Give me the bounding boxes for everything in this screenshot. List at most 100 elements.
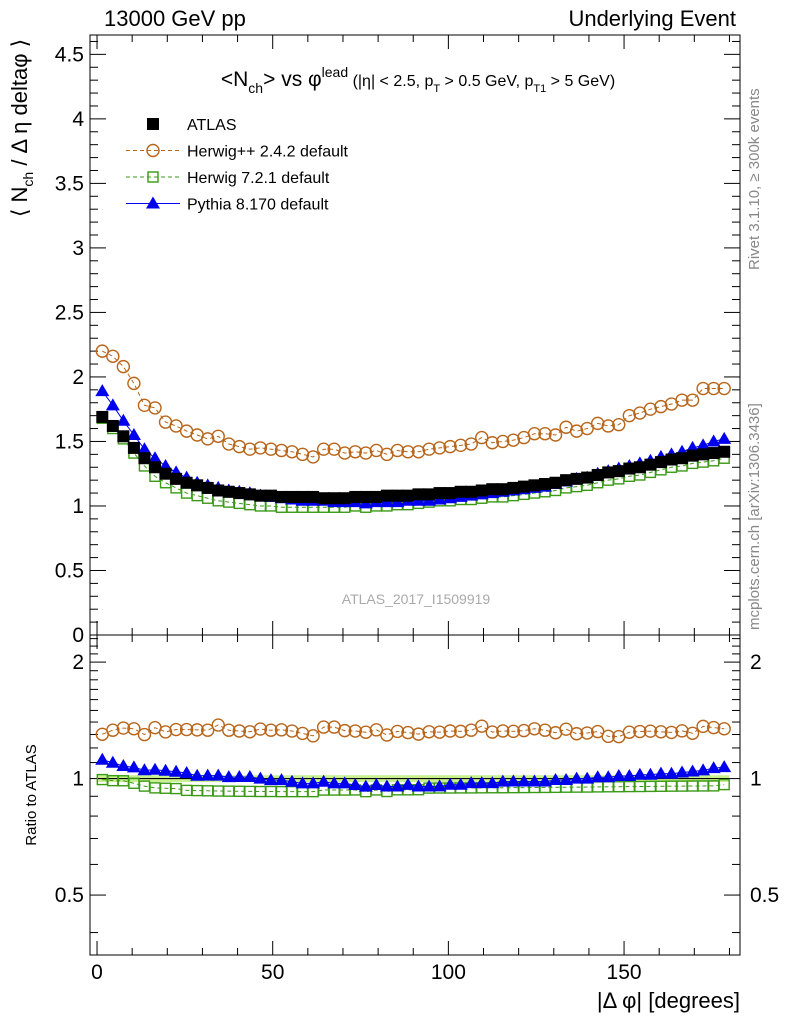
- data-point-atlas: [686, 449, 699, 462]
- data-point-atlas: [243, 488, 256, 501]
- ratio-point-herwig-2-4-2-default: [106, 723, 120, 737]
- data-point-herwig-2-4-2-default: [475, 430, 489, 445]
- ratio-point-pythia-8-170-default: [379, 779, 394, 792]
- ratio-point-pythia-8-170-default: [211, 768, 226, 781]
- ratio-point-herwig-2-4-2-default: [622, 725, 637, 739]
- ratio-point-herwig-2-4-2-default: [432, 725, 447, 739]
- data-point-atlas: [212, 484, 225, 497]
- ratio-point-pythia-8-170-default: [221, 770, 236, 783]
- legend-marker-atlas: [147, 118, 159, 130]
- data-point-atlas: [507, 481, 520, 494]
- ratio-point-herwig-2-4-2-default: [243, 725, 257, 739]
- data-point-atlas: [581, 471, 594, 484]
- ratio-point-herwig-2-4-2-default: [569, 727, 584, 741]
- y-tick-label: 1: [72, 495, 84, 518]
- data-point-herwig-2-4-2-default: [348, 445, 362, 459]
- data-point-pythia-8-170-default: [105, 398, 120, 411]
- ratio-point-herwig-2-4-2-default: [316, 720, 331, 734]
- ratio-point-pythia-8-170-default: [316, 774, 331, 787]
- data-point-herwig-2-4-2-default: [338, 446, 352, 460]
- legend-marker-herwig-7-2-1-default: [147, 171, 159, 183]
- y-axis-label-main: ⟨ Nch / Δ η deltaφ ⟩: [7, 39, 36, 217]
- ratio-point-pythia-8-170-default: [685, 764, 700, 777]
- ratio-series-herwig-2-4-2-default: [95, 718, 731, 744]
- ratio-point-herwig-2-4-2-default: [601, 729, 615, 744]
- data-point-atlas: [275, 490, 288, 503]
- ratio-y-tick-label: 0.5: [55, 884, 84, 907]
- ratio-point-pythia-8-170-default: [390, 779, 405, 792]
- ratio-point-pythia-8-170-default: [105, 755, 120, 768]
- data-point-atlas: [560, 474, 573, 487]
- data-point-atlas: [96, 410, 109, 423]
- data-point-atlas: [149, 461, 161, 474]
- data-point-atlas: [602, 466, 615, 479]
- ratio-point-pythia-8-170-default: [190, 768, 205, 781]
- ratio-point-herwig-2-4-2-default: [475, 719, 489, 733]
- ratio-point-pythia-8-170-default: [158, 763, 173, 776]
- legend: ATLAS Herwig++ 2.4.2 default Herwig 7.2.1 …: [126, 117, 349, 214]
- data-point-pythia-8-170-default: [148, 451, 162, 464]
- data-point-atlas: [454, 485, 467, 498]
- ratio-y-tick-label-right: 2: [750, 651, 762, 674]
- ratio-point-pythia-8-170-default: [622, 768, 637, 781]
- data-point-herwig-2-4-2-default: [432, 441, 447, 455]
- data-point-herwig-2-4-2-default: [548, 428, 563, 442]
- data-point-atlas: [380, 489, 393, 502]
- ratio-series-herwig-7-2-1-default: [96, 773, 730, 798]
- ratio-point-herwig-2-4-2-default: [306, 729, 320, 743]
- data-point-herwig-2-4-2-default: [201, 432, 215, 446]
- data-point-pythia-8-170-default: [717, 431, 732, 444]
- data-point-herwig-2-4-2-default: [116, 359, 131, 374]
- ratio-point-pythia-8-170-default: [432, 779, 447, 792]
- x-tick-label: 0: [91, 961, 103, 984]
- x-tick-label: 50: [261, 961, 284, 984]
- data-point-herwig-2-4-2-default: [464, 437, 478, 451]
- ratio-point-pythia-8-170-default: [137, 763, 152, 776]
- data-point-atlas: [623, 462, 636, 475]
- data-point-atlas: [612, 465, 625, 478]
- data-point-atlas: [549, 476, 562, 489]
- data-point-atlas: [517, 480, 530, 493]
- ratio-point-pythia-8-170-default: [580, 771, 595, 784]
- ratio-point-pythia-8-170-default: [548, 773, 563, 786]
- data-point-herwig-2-4-2-default: [401, 445, 415, 459]
- data-point-herwig-2-4-2-default: [580, 421, 594, 436]
- ratio-point-pythia-8-170-default: [569, 771, 584, 784]
- data-point-pythia-8-170-default: [116, 413, 131, 426]
- data-point-herwig-2-4-2-default: [285, 445, 299, 459]
- data-point-herwig-2-4-2-default: [496, 434, 510, 449]
- ratio-point-pythia-8-170-default: [179, 765, 194, 778]
- data-point-herwig-2-4-2-default: [538, 427, 552, 441]
- ratio-point-herwig-2-4-2-default: [685, 726, 700, 740]
- ratio-point-herwig-2-4-2-default: [179, 722, 194, 737]
- data-point-herwig-2-4-2-default: [306, 450, 320, 464]
- ratio-point-pythia-8-170-default: [559, 772, 574, 785]
- ratio-point-herwig-2-4-2-default: [664, 725, 679, 740]
- data-point-atlas: [644, 458, 657, 471]
- ratio-point-herwig-2-4-2-default: [369, 723, 384, 737]
- data-point-herwig-2-4-2-default: [211, 429, 225, 443]
- ratio-point-pythia-8-170-default: [485, 776, 500, 789]
- data-point-herwig-2-4-2-default: [569, 424, 584, 438]
- ratio-point-herwig-7-2-1-default: [718, 778, 730, 791]
- ratio-point-herwig-2-4-2-default: [633, 724, 647, 739]
- ratio-point-herwig-2-4-2-default: [527, 722, 542, 736]
- data-point-herwig-2-4-2-default: [253, 441, 268, 455]
- data-point-atlas: [286, 490, 299, 503]
- ratio-point-pythia-8-170-default: [453, 777, 468, 790]
- data-point-atlas: [718, 445, 731, 458]
- data-point-herwig-2-4-2-default: [527, 427, 542, 441]
- legend-label: ATLAS: [187, 117, 237, 134]
- series-herwig-2-4-2-default: [95, 344, 731, 464]
- ratio-point-herwig-2-4-2-default: [422, 725, 436, 739]
- data-point-herwig-2-4-2-default: [295, 447, 310, 462]
- ratio-point-pythia-8-170-default: [253, 771, 268, 784]
- data-point-atlas: [676, 452, 689, 465]
- ratio-y-tick-label-right: 1: [750, 768, 762, 791]
- ratio-point-herwig-2-4-2-default: [169, 722, 183, 737]
- ratio-point-pythia-8-170-default: [422, 779, 437, 792]
- x-axis-label: |Δ φ| [degrees]: [597, 988, 740, 1013]
- data-point-atlas: [264, 489, 277, 502]
- data-point-atlas: [159, 467, 172, 480]
- data-point-herwig-2-4-2-default: [622, 408, 637, 423]
